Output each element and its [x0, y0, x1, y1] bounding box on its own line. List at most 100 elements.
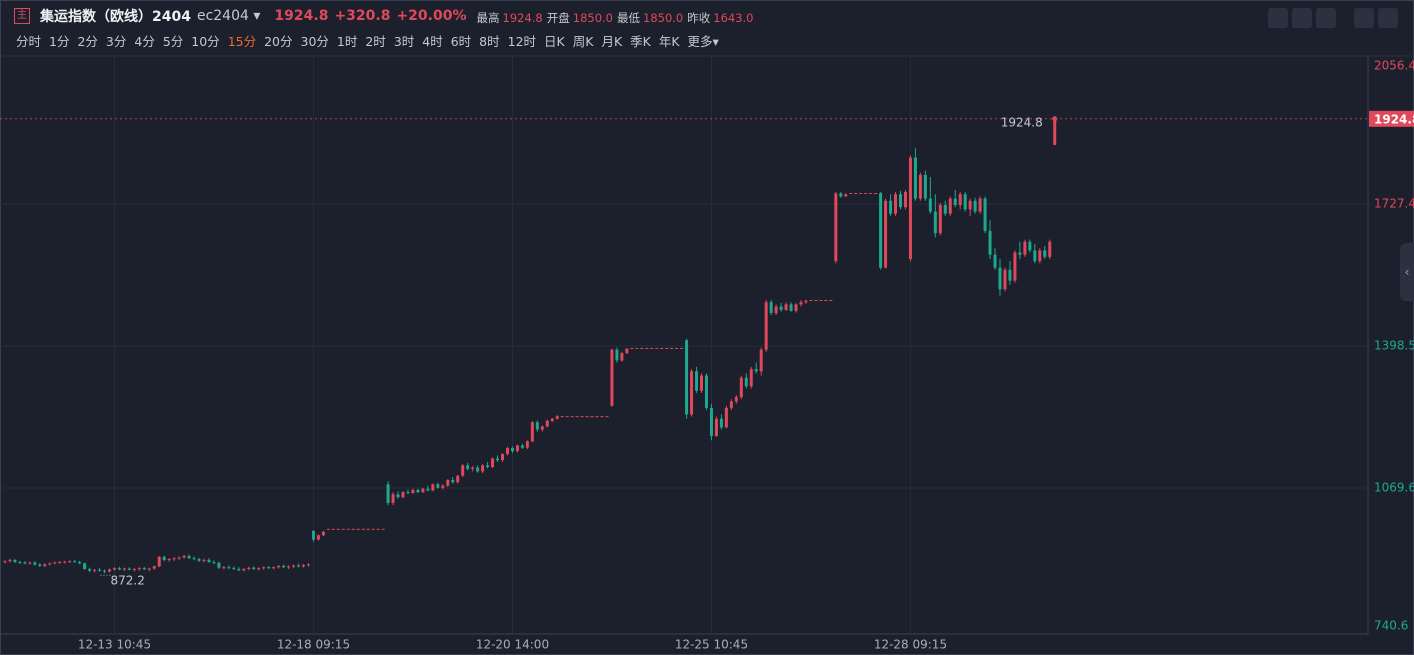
candle-body — [496, 458, 500, 461]
tool-button[interactable] — [1316, 8, 1336, 28]
candle-body — [491, 458, 495, 468]
interval[interactable]: 5分 — [162, 33, 184, 49]
candle-body — [908, 157, 912, 260]
candle-body — [680, 347, 684, 349]
candle-body — [257, 568, 261, 570]
candle-body — [1038, 250, 1042, 262]
candle-body — [351, 528, 355, 530]
candle-body — [505, 448, 509, 455]
price: 1924.8 — [274, 8, 329, 24]
candle-body — [864, 192, 868, 194]
candle-body — [595, 416, 599, 418]
candle-body — [53, 562, 57, 564]
interval[interactable]: 15分 — [227, 33, 257, 49]
candle-body — [272, 567, 276, 569]
candle-body — [953, 198, 957, 206]
interval[interactable]: 2时 — [365, 33, 386, 49]
candle-body — [978, 198, 982, 212]
interval[interactable]: 分时 — [16, 33, 42, 49]
tool-button[interactable] — [1268, 8, 1288, 28]
code[interactable]: ec2404 ▾ — [196, 8, 261, 24]
candle-body — [73, 561, 77, 563]
candle-body — [804, 300, 808, 303]
interval[interactable]: 8时 — [479, 33, 500, 49]
candle-body — [406, 492, 410, 494]
code-text: ec2404 — [196, 8, 249, 24]
candle-body — [88, 568, 92, 571]
interval[interactable]: 3时 — [393, 33, 415, 49]
interval[interactable]: 年K — [658, 33, 680, 49]
last-label: 1924.8 — [1001, 115, 1043, 129]
interval[interactable]: 季K — [630, 33, 651, 49]
candle-body — [794, 304, 798, 311]
candle-body — [311, 530, 315, 540]
candle-body — [207, 559, 211, 563]
candle-body — [192, 558, 196, 560]
interval[interactable]: 4时 — [422, 33, 443, 49]
interval[interactable]: 周K — [572, 33, 594, 49]
candle-body — [799, 302, 803, 305]
candle-body — [719, 418, 723, 428]
interval[interactable]: 30分 — [300, 33, 329, 49]
tool-button[interactable] — [1354, 8, 1374, 28]
candle-body — [675, 347, 679, 349]
candle-body — [431, 484, 435, 491]
interval[interactable]: 1分 — [49, 33, 70, 49]
candle-body — [585, 416, 589, 418]
candle-body — [212, 562, 216, 564]
stat-label: 最低 — [617, 10, 640, 25]
candle-body — [1043, 250, 1047, 257]
candle-body — [461, 465, 465, 476]
candle-body — [346, 528, 350, 530]
interval[interactable]: 3分 — [105, 33, 127, 49]
tool-button[interactable] — [1378, 8, 1398, 28]
candle-body — [734, 397, 738, 402]
candle-body — [23, 562, 27, 564]
candle-body — [590, 416, 594, 418]
x-tick-label: 12-18 09:15 — [277, 638, 350, 652]
candle-body — [426, 488, 430, 491]
candle-body — [685, 340, 689, 415]
candle-body — [709, 407, 713, 437]
candle-body — [182, 556, 186, 558]
candle-body — [829, 300, 833, 302]
candle-body — [769, 302, 773, 313]
tool-button[interactable] — [1292, 8, 1312, 28]
candle-body — [928, 198, 932, 212]
interval[interactable]: 10分 — [191, 33, 220, 49]
candle-body — [1023, 241, 1027, 255]
stats: 最高 1924.8 开盘 1850.0 最低 1850.0 昨收 1643.0 — [473, 7, 754, 26]
candle-body — [963, 194, 967, 210]
title: 集运指数（欧线）2404 — [40, 9, 191, 25]
candle-body — [217, 562, 221, 568]
candle-body — [998, 267, 1002, 290]
candle-body — [376, 528, 380, 530]
candle-body — [456, 475, 460, 483]
interval[interactable]: 1时 — [336, 33, 358, 49]
interval[interactable]: 日K — [544, 33, 565, 49]
change-pct: +20.00% — [396, 8, 467, 24]
interval[interactable]: 6时 — [450, 33, 472, 49]
candle-body — [401, 492, 405, 498]
candle-body — [884, 200, 888, 268]
candle-body — [172, 558, 176, 560]
interval[interactable]: 更多▾ — [687, 33, 719, 49]
interval[interactable]: 2分 — [77, 33, 98, 49]
interval[interactable]: 12时 — [507, 33, 537, 49]
candle-body — [222, 567, 226, 569]
candle-body — [8, 559, 12, 562]
candle-body — [510, 448, 514, 452]
candle-body — [869, 192, 873, 194]
candle-body — [754, 369, 758, 372]
candle-body — [695, 371, 699, 391]
interval[interactable]: 月K — [601, 33, 623, 49]
y-tick-label: 2056.4 — [1374, 59, 1414, 73]
candle-body — [993, 254, 997, 268]
candle-body — [968, 200, 972, 210]
candle-body — [918, 174, 922, 199]
side-tab[interactable]: ‹ — [1400, 243, 1414, 301]
interval[interactable]: 20分 — [264, 33, 293, 49]
badge[interactable]: 主 — [14, 8, 30, 24]
interval[interactable]: 4分 — [134, 33, 155, 49]
candle-body — [943, 205, 947, 214]
